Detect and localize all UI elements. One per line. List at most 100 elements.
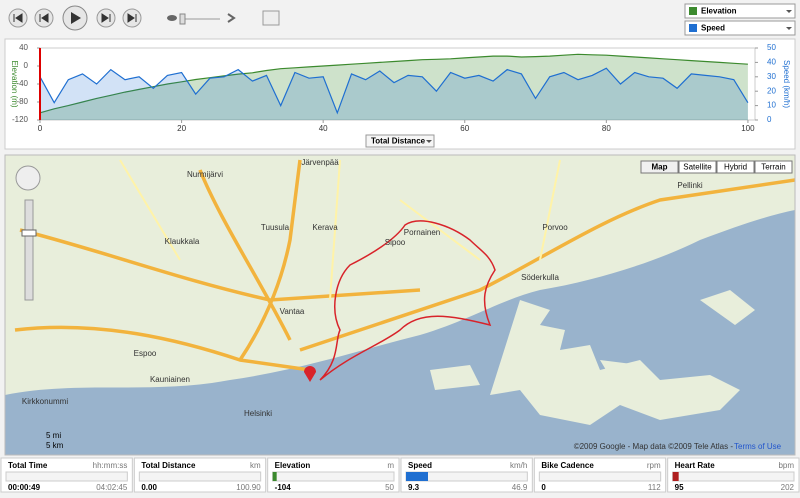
stat-value: 0 xyxy=(541,483,546,492)
rewind-button[interactable] xyxy=(34,8,54,28)
y-tick-label: 40 xyxy=(19,43,28,52)
scale-label: 5 km xyxy=(46,441,64,450)
series-line xyxy=(39,67,749,115)
islands xyxy=(430,290,755,390)
stat-max: 112 xyxy=(648,483,661,492)
y2-tick-label: 30 xyxy=(767,72,776,81)
map-type-button[interactable] xyxy=(678,160,717,174)
stat-unit: km xyxy=(250,461,261,470)
place-label: Pellinki xyxy=(677,181,703,190)
series-line xyxy=(39,53,748,114)
y2-tick-label: 20 xyxy=(767,86,776,95)
stat-unit: rpm xyxy=(647,461,661,470)
y2-tick-label: 10 xyxy=(767,101,776,110)
stat-label: Bike Cadence xyxy=(541,461,594,470)
y-tick-label: -40 xyxy=(16,79,28,88)
layer-name: Speed xyxy=(701,24,725,33)
layer-select-2[interactable]: Speed xyxy=(684,20,796,36)
x-tick-label: 60 xyxy=(460,124,469,133)
stat-indicator xyxy=(406,472,428,481)
map-type-button[interactable] xyxy=(716,160,755,174)
stat-max: 50 xyxy=(385,483,394,492)
place-label: Espoo xyxy=(134,349,157,358)
fullscreen-button[interactable] xyxy=(262,10,280,26)
x-tick-label: 40 xyxy=(319,124,328,133)
place-label: Söderkulla xyxy=(521,273,559,282)
next-button[interactable] xyxy=(122,8,142,28)
map-frame xyxy=(4,154,796,456)
y2-tick-label: 0 xyxy=(767,115,772,124)
play-button[interactable] xyxy=(62,5,88,31)
forward-button[interactable] xyxy=(96,8,116,28)
stat-label: Heart Rate xyxy=(675,461,716,470)
series-area xyxy=(40,68,748,120)
stat-value: 0.00 xyxy=(141,483,157,492)
stat-value: -104 xyxy=(275,483,292,492)
stat-indicator xyxy=(672,472,679,481)
stat-unit: km/h xyxy=(510,461,527,470)
layer-select-1[interactable]: Elevation xyxy=(684,3,796,19)
stat-value: 9.3 xyxy=(408,483,420,492)
stat-value: 00:00:49 xyxy=(8,483,41,492)
toolbar: Elevation Speed xyxy=(8,3,796,36)
scale-label: 5 mi xyxy=(46,431,61,440)
start-marker xyxy=(304,366,316,382)
attribution: ©2009 Google - Map data ©2009 Tele Atlas… xyxy=(574,442,734,451)
stat-indicator xyxy=(272,472,277,481)
stat-max: 202 xyxy=(781,483,795,492)
stats-bar: Total Time hh:mm:ss 00:00:49 04:02:45 Total … xyxy=(0,457,800,493)
route xyxy=(319,220,496,381)
x-selector[interactable]: Total Distance xyxy=(365,134,435,148)
place-label: Nurmijärvi xyxy=(187,170,223,179)
stat-track xyxy=(272,471,395,482)
y2-axis-label: Speed (km/h) xyxy=(782,60,791,108)
terms-link[interactable]: Terms of Use xyxy=(734,442,782,451)
layer-name: Elevation xyxy=(701,7,737,16)
place-label: Vantaa xyxy=(280,307,305,316)
stat-track xyxy=(5,471,128,482)
stat-label: Total Distance xyxy=(141,461,196,470)
x-tick-label: 0 xyxy=(38,124,43,133)
stat-max: 100.90 xyxy=(236,483,261,492)
series-area xyxy=(40,54,748,120)
place-label: Järvenpää xyxy=(301,158,339,167)
stat-label: Speed xyxy=(408,461,432,470)
stat-track xyxy=(138,471,262,482)
place-label: Kirkkonummi xyxy=(22,397,68,406)
roads xyxy=(14,159,795,372)
y2-tick-label: 40 xyxy=(767,58,776,67)
roads xyxy=(119,159,561,301)
place-label: Tuusula xyxy=(261,223,290,232)
place-label: Pornainen xyxy=(404,228,440,237)
map: Map Satellite Hybrid Terrain Nurmijärvi Järve… xyxy=(4,154,796,456)
stat-track xyxy=(538,471,662,482)
stat-label: Total Time xyxy=(8,461,48,470)
place-label: Sipoo xyxy=(385,238,406,247)
chart: -120 -80 -40 0 40 0 10 20 30 40 50 0 20 40 60 80 100 Elev… xyxy=(10,43,791,133)
place-label: Helsinki xyxy=(244,409,272,418)
place-label: Klaukkala xyxy=(165,237,200,246)
x-tick-label: 100 xyxy=(741,124,755,133)
stat-value: 95 xyxy=(675,483,684,492)
map-type-label: Satellite xyxy=(683,163,712,172)
stat-max: 46.9 xyxy=(512,483,528,492)
y-axis-label: Elevation (m) xyxy=(10,60,19,107)
y-tick-label: -80 xyxy=(16,97,28,106)
stat-track xyxy=(672,471,795,482)
x-axis-label: Total Distance xyxy=(371,137,426,146)
map-type-button[interactable] xyxy=(640,160,679,174)
map-type-button[interactable] xyxy=(754,160,793,174)
x-tick-label: 20 xyxy=(177,124,186,133)
zoom-control[interactable] xyxy=(15,165,41,301)
y-tick-label: -120 xyxy=(12,115,29,124)
map-type-label: Hybrid xyxy=(724,163,747,172)
map-type-label: Terrain xyxy=(761,163,785,172)
stat-unit: m xyxy=(387,461,394,470)
speed-slider[interactable] xyxy=(167,13,236,25)
x-tick-label: 80 xyxy=(602,124,611,133)
prev-button[interactable] xyxy=(8,8,28,28)
place-label: Kauniainen xyxy=(150,375,190,384)
map-type-label: Map xyxy=(652,163,668,172)
place-label: Porvoo xyxy=(542,223,568,232)
